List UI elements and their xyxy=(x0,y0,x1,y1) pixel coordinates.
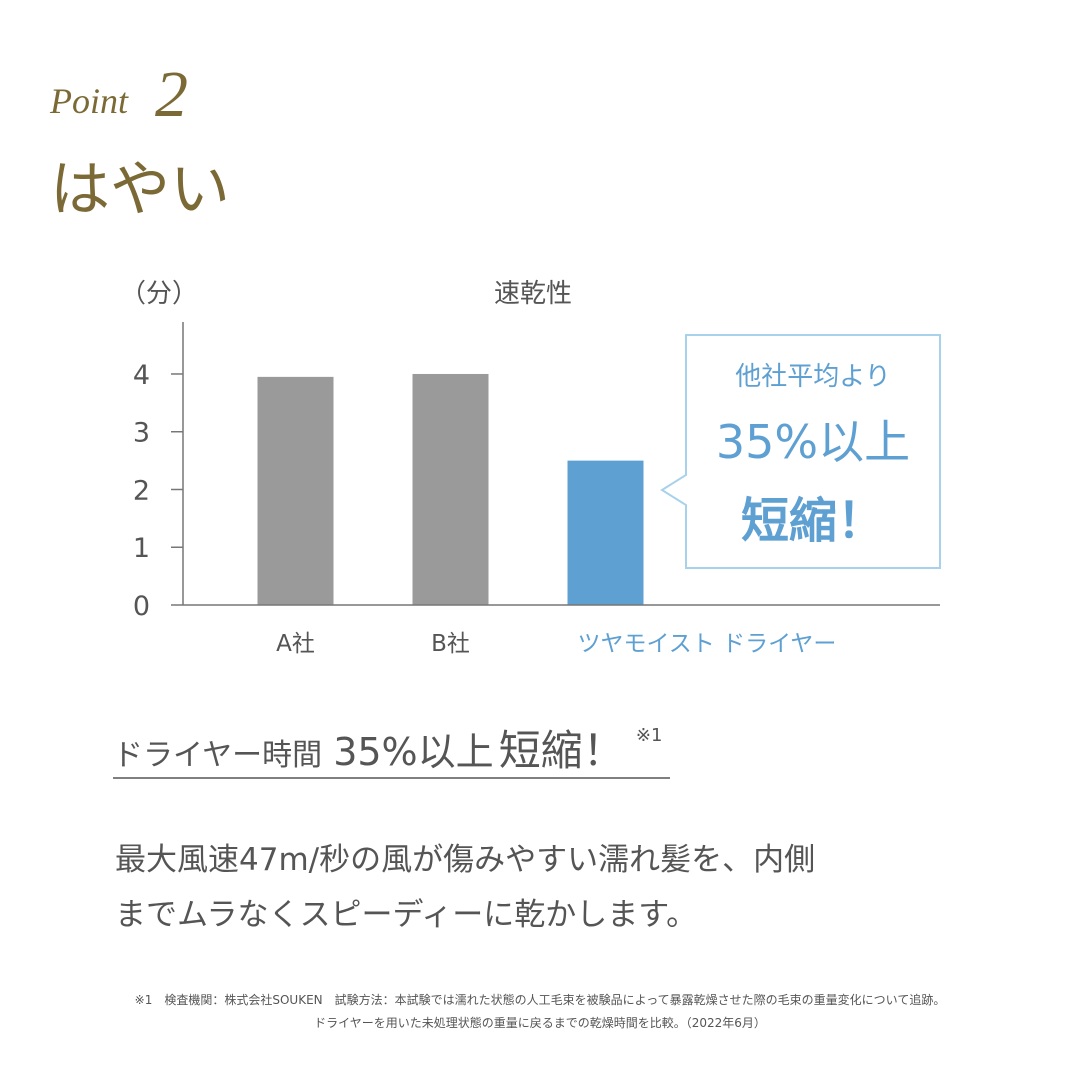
chart: 0 1 2 3 4 A社 B社 ツヤモイスト ドライヤー xyxy=(133,322,940,657)
y-tick-label: 1 xyxy=(133,533,150,564)
headline-emphasis: 短縮！ xyxy=(499,726,625,775)
x-tick-label: A社 xyxy=(276,631,315,657)
point-label: Point xyxy=(49,81,129,121)
headline: ドライヤー時間 35%以上 短縮！ ※1 xyxy=(113,725,662,775)
body-line: 最大風速47m/秒の風が傷みやすい濡れ髪を、内側 xyxy=(115,842,815,878)
y-tick-label: 0 xyxy=(133,591,150,622)
note-mark: ※1 xyxy=(636,725,663,746)
y-tick-label: 2 xyxy=(133,475,150,506)
point-number: 2 xyxy=(155,58,188,131)
y-axis-label: （分） xyxy=(120,279,198,309)
y-tick-label: 3 xyxy=(133,418,150,449)
bar xyxy=(412,373,489,605)
callout-box xyxy=(660,334,941,569)
callout-line: 35%以上 xyxy=(716,415,910,469)
headline-lead: ドライヤー時間 xyxy=(113,738,322,773)
headline-figure: 35%以上 xyxy=(333,730,493,774)
x-tick-label: B社 xyxy=(431,631,470,657)
footnote-line: ※1 検査機関：株式会社SOUKEN 試験方法：本試験では濡れた状態の人工毛束を… xyxy=(135,992,946,1007)
footnote-line: ドライヤーを用いた未処理状態の重量に戻るまでの乾燥時間を比較。（2022年6月） xyxy=(314,1015,766,1030)
bar xyxy=(257,376,334,605)
body-line: までムラなくスピーディーに乾かします。 xyxy=(115,897,697,933)
x-tick-label: ツヤモイスト ドライヤー xyxy=(578,631,837,657)
section-title: はやい xyxy=(50,155,230,225)
callout-line: 短縮！ xyxy=(741,493,885,549)
bar xyxy=(567,460,644,605)
callout-line: 他社平均より xyxy=(735,362,890,392)
chart-title: 速乾性 xyxy=(494,279,572,309)
y-tick-label: 4 xyxy=(133,360,150,391)
